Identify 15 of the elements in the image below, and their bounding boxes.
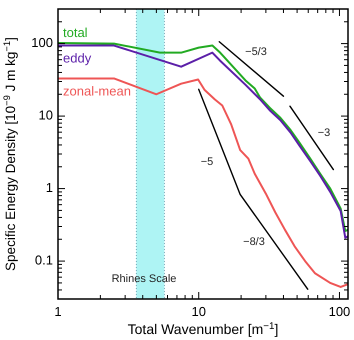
series-label: eddy xyxy=(63,50,92,66)
annotation: −5 xyxy=(200,156,214,168)
annotation: Rhines Scale xyxy=(112,272,176,285)
annotation: −3 xyxy=(318,126,330,139)
series-label: zonal-mean xyxy=(63,84,131,98)
annotation: −5/3 xyxy=(245,46,267,58)
y-tick-label: 100 xyxy=(31,35,53,50)
y-tick-label: 1 xyxy=(46,180,53,196)
y-tick-label: 0.1 xyxy=(34,252,53,268)
x-tick-label: 10 xyxy=(191,304,206,319)
annotation: −8/3 xyxy=(243,236,265,248)
x-tick-label: 100 xyxy=(328,304,350,319)
series-label: total xyxy=(63,24,88,40)
y-tick-label: 10 xyxy=(38,108,53,123)
x-axis-title: Total Wavenumber [m$^{−1}$] xyxy=(128,320,278,337)
